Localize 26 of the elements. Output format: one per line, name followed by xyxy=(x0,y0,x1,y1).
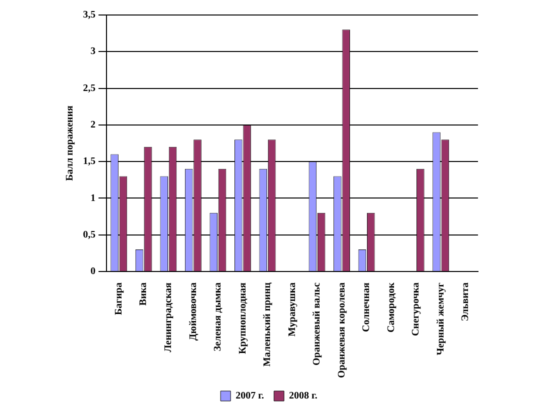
y-tick-label: 1,5 xyxy=(83,156,96,168)
x-tick-label: Солнечная xyxy=(361,282,372,332)
x-tick-label: Ленинградская xyxy=(162,282,174,352)
legend-label: 2008 г. xyxy=(289,390,318,402)
y-axis-title: Балл поражения xyxy=(64,105,76,181)
x-tick-label: Крупноплодная xyxy=(237,282,248,354)
x-tick-label: Оранжевый вальс xyxy=(312,282,323,366)
legend-label: 2007 г. xyxy=(236,390,264,402)
x-tick-label: Эльвита xyxy=(460,282,472,322)
x-tick-label: Оранжевая королева xyxy=(336,282,348,378)
y-tick-label: 3,5 xyxy=(83,10,96,21)
y-tick-label: 3 xyxy=(90,46,96,58)
y-tick-label: 2 xyxy=(90,120,96,131)
x-tick-label: Дюймовочка xyxy=(188,282,199,341)
y-tick-label: 2,5 xyxy=(83,82,96,94)
y-tick-label: 1 xyxy=(90,192,96,204)
x-tick-label: Багира xyxy=(113,282,124,316)
x-tick-label: Снегурочка xyxy=(410,282,422,336)
y-tick-label: 0,5 xyxy=(83,229,96,240)
x-tick-label: Муравушка xyxy=(286,282,298,337)
y-tick-label: 0 xyxy=(90,266,96,278)
x-tick-label: Зеленая дымка xyxy=(212,282,224,352)
x-tick-label: Маленький принц xyxy=(262,282,274,367)
x-tick-label: Черный жемчуг xyxy=(435,282,446,356)
x-tick-label: Вика xyxy=(138,282,150,306)
x-tick-label: Самородок xyxy=(386,282,397,333)
